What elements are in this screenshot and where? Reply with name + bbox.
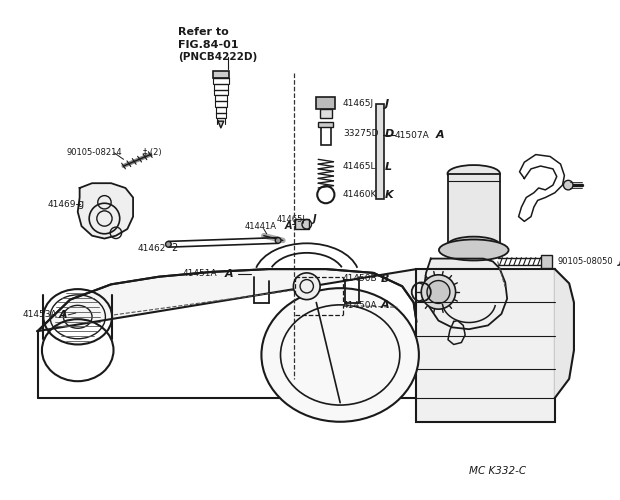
- Text: g: g: [78, 199, 84, 209]
- Polygon shape: [424, 258, 507, 329]
- Text: B: B: [381, 274, 390, 283]
- Bar: [541, 255, 552, 268]
- Polygon shape: [38, 269, 555, 422]
- Text: 90105-08050: 90105-08050: [558, 257, 613, 266]
- Text: J: J: [619, 256, 620, 266]
- Text: 41451A: 41451A: [183, 270, 218, 278]
- Polygon shape: [218, 121, 224, 128]
- Bar: [316, 98, 335, 109]
- Text: 41465J: 41465J: [277, 215, 305, 224]
- Text: Refer to: Refer to: [178, 28, 229, 38]
- Bar: [320, 109, 332, 118]
- Bar: [295, 220, 309, 229]
- Polygon shape: [448, 320, 465, 344]
- Text: A: A: [224, 269, 233, 279]
- Text: FIG.84-01: FIG.84-01: [178, 40, 239, 50]
- Circle shape: [427, 280, 450, 303]
- Bar: [417, 269, 555, 422]
- Ellipse shape: [439, 240, 508, 260]
- Text: 41441A: 41441A: [245, 222, 277, 230]
- Circle shape: [275, 238, 281, 244]
- Bar: [448, 174, 500, 245]
- Text: 41469: 41469: [47, 200, 76, 208]
- Text: 90105-08214: 90105-08214: [66, 148, 122, 157]
- Text: K: K: [385, 190, 394, 200]
- Text: 41453A: 41453A: [22, 310, 57, 320]
- Ellipse shape: [262, 288, 419, 422]
- Text: 41462: 41462: [138, 244, 166, 252]
- Circle shape: [421, 275, 456, 309]
- Bar: [321, 124, 330, 145]
- Text: 41450B: 41450B: [343, 274, 378, 283]
- Text: 41507A: 41507A: [394, 131, 429, 140]
- Text: ‡ (2): ‡ (2): [143, 148, 161, 157]
- Text: A: A: [436, 130, 444, 140]
- Text: J: J: [385, 99, 389, 109]
- Bar: [318, 122, 334, 127]
- Text: MC K332-C: MC K332-C: [469, 466, 526, 476]
- Text: 41450A: 41450A: [343, 301, 378, 310]
- Text: 33275D: 33275D: [343, 129, 379, 138]
- Text: (PNCB4222D): (PNCB4222D): [178, 52, 257, 62]
- Text: D: D: [385, 128, 394, 138]
- Circle shape: [293, 273, 320, 299]
- Text: 2: 2: [171, 243, 177, 253]
- Bar: [376, 104, 384, 200]
- Text: 41460K: 41460K: [343, 190, 378, 199]
- Text: J: J: [312, 214, 316, 224]
- Text: 41465L: 41465L: [343, 162, 376, 172]
- Bar: [213, 70, 229, 78]
- Circle shape: [166, 242, 171, 247]
- Circle shape: [564, 180, 573, 190]
- Ellipse shape: [448, 165, 500, 182]
- Ellipse shape: [448, 236, 500, 254]
- Text: L: L: [385, 162, 392, 172]
- Text: A: A: [285, 221, 292, 231]
- Text: A: A: [59, 310, 67, 320]
- Polygon shape: [555, 269, 574, 398]
- Text: 41465J: 41465J: [343, 100, 374, 108]
- Text: A: A: [381, 300, 390, 310]
- Polygon shape: [78, 183, 133, 238]
